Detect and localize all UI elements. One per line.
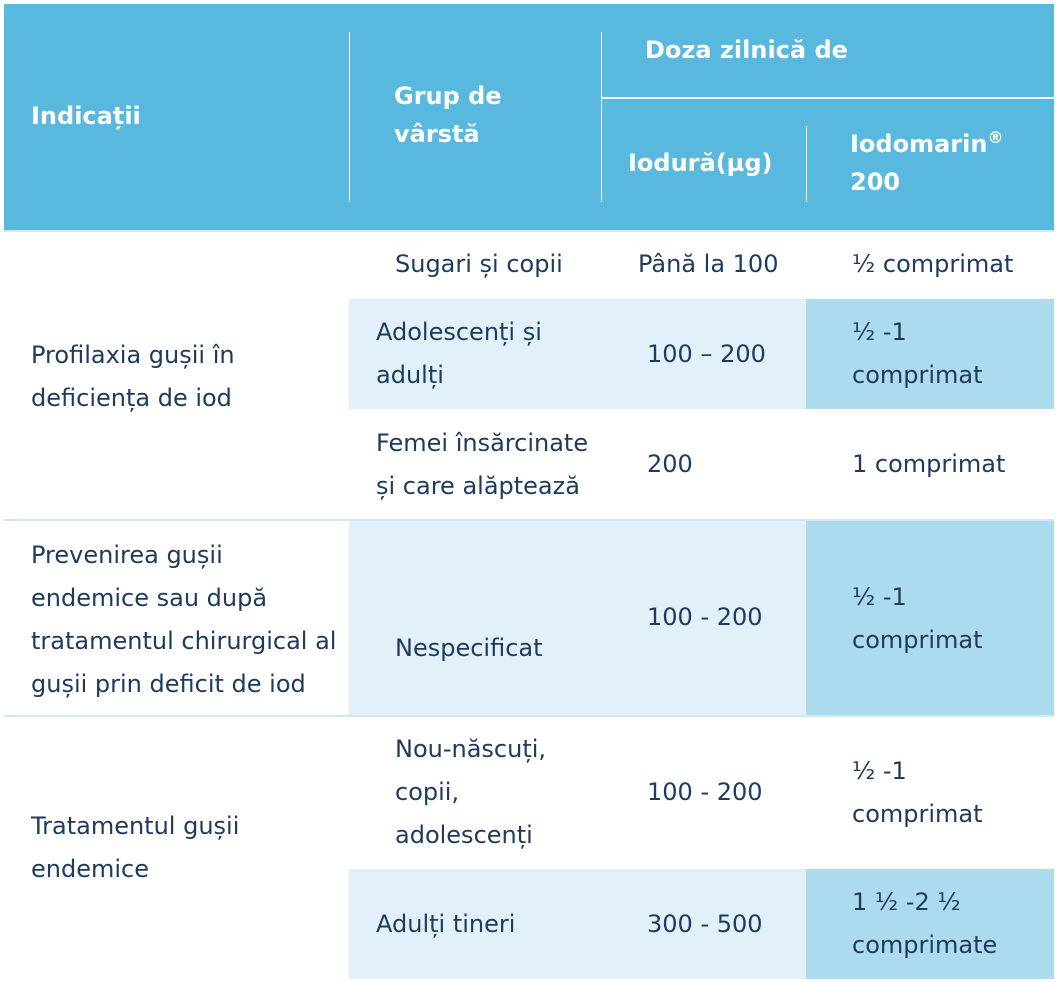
header-iodide: Iodură(µg) [628, 149, 773, 177]
tablets-cell-bg [806, 299, 1054, 409]
tablets-cell: 1 comprimat [852, 450, 1006, 478]
age-cell: Adulți tineri [376, 910, 516, 938]
iodide-cell-bg [601, 299, 806, 409]
age-cell: Nespecificat [395, 634, 543, 662]
header-iodomarin-dose: 200 [850, 168, 901, 196]
iodide-cell: 100 – 200 [647, 340, 766, 368]
header-age-group: Grup de vârstă [394, 82, 502, 148]
age-cell: Sugari și copii [395, 250, 563, 278]
indication-cell: Profilaxia gușii în deficiența de iod [31, 341, 235, 412]
tablets-cell: ½ comprimat [852, 250, 1014, 278]
iodide-cell: 100 - 200 [647, 603, 763, 631]
tablets-cell: ½ -1 comprimat [852, 318, 983, 389]
header-divider [806, 126, 807, 202]
table-header: Indicații Grup de vârstă Doza zilnică de… [4, 4, 1054, 230]
iodide-cell: Până la 100 [638, 250, 779, 278]
indication-cell: Tratamentul gușii endemice [31, 812, 240, 883]
age-cell: Nou-născuți, copii, adolescenți [395, 735, 547, 849]
iodide-cell-bg [601, 869, 806, 979]
iodide-cell: 200 [647, 450, 693, 478]
tablets-cell: ½ -1 comprimat [852, 583, 983, 654]
tablets-cell-bg [806, 869, 1054, 979]
dosage-table: Indicații Grup de vârstă Doza zilnică de… [4, 4, 1054, 980]
tablets-cell: ½ -1 comprimat [852, 757, 983, 828]
iodide-cell: 300 - 500 [647, 910, 763, 938]
age-cell: Adolescenți și adulți [376, 318, 542, 389]
age-cell: Femei însărcinate și care alăptează [376, 429, 589, 500]
age-cell-bg [349, 521, 601, 715]
header-daily-dose: Doza zilnică de [645, 36, 848, 64]
header-iodomarin: Iodomarin® [850, 128, 1004, 159]
age-cell-bg [349, 299, 601, 409]
row-divider [4, 230, 1054, 232]
row-divider [4, 519, 1054, 521]
header-divider [349, 32, 350, 202]
row-divider [4, 715, 1054, 717]
header-divider [601, 97, 1054, 99]
iodide-cell: 100 - 200 [647, 778, 763, 806]
header-divider [601, 32, 602, 202]
tablets-cell-bg [806, 521, 1054, 715]
indication-cell: Prevenirea gușii endemice sau după trata… [31, 541, 337, 698]
age-cell-bg [349, 869, 601, 979]
iodide-cell-bg [601, 521, 806, 715]
header-indications: Indicații [31, 102, 141, 130]
tablets-cell: 1 ½ -2 ½ comprimate [852, 888, 998, 959]
